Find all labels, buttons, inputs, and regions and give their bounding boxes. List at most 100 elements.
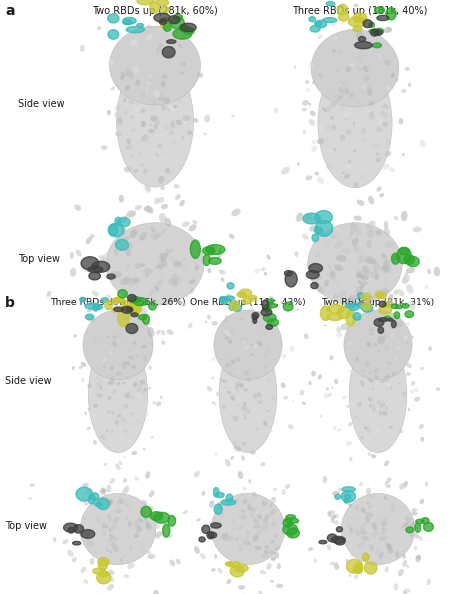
Ellipse shape: [102, 567, 106, 572]
Ellipse shape: [211, 244, 217, 252]
Ellipse shape: [110, 87, 115, 90]
Ellipse shape: [368, 405, 371, 407]
Ellipse shape: [268, 296, 274, 305]
Ellipse shape: [376, 152, 379, 156]
Ellipse shape: [270, 498, 277, 503]
Ellipse shape: [311, 371, 316, 377]
Ellipse shape: [87, 309, 91, 312]
Ellipse shape: [82, 530, 91, 536]
Ellipse shape: [126, 210, 136, 218]
Polygon shape: [365, 562, 377, 574]
Polygon shape: [363, 20, 373, 28]
Ellipse shape: [374, 549, 380, 554]
Ellipse shape: [334, 241, 342, 249]
Ellipse shape: [239, 383, 244, 387]
Ellipse shape: [255, 546, 262, 551]
Ellipse shape: [356, 273, 365, 278]
Polygon shape: [81, 257, 99, 270]
Ellipse shape: [167, 329, 174, 335]
Polygon shape: [95, 503, 102, 506]
Ellipse shape: [385, 406, 388, 410]
Polygon shape: [341, 491, 356, 502]
Polygon shape: [107, 274, 115, 279]
Ellipse shape: [384, 481, 389, 485]
Ellipse shape: [365, 516, 370, 523]
Ellipse shape: [256, 367, 260, 371]
Polygon shape: [159, 19, 166, 24]
Ellipse shape: [113, 517, 120, 523]
Ellipse shape: [371, 115, 375, 119]
Ellipse shape: [364, 426, 368, 429]
Ellipse shape: [381, 296, 385, 301]
Polygon shape: [328, 314, 343, 320]
Ellipse shape: [264, 272, 267, 276]
Ellipse shape: [192, 256, 198, 264]
Ellipse shape: [130, 374, 134, 378]
Text: Top view: Top view: [18, 254, 60, 264]
Ellipse shape: [340, 240, 345, 243]
Ellipse shape: [63, 539, 69, 544]
Polygon shape: [303, 213, 320, 224]
Ellipse shape: [349, 312, 354, 317]
Ellipse shape: [356, 270, 362, 279]
Ellipse shape: [389, 426, 393, 429]
Polygon shape: [326, 2, 335, 6]
Ellipse shape: [308, 223, 402, 305]
Polygon shape: [138, 315, 146, 320]
Ellipse shape: [241, 514, 247, 519]
Ellipse shape: [115, 105, 121, 110]
Ellipse shape: [244, 388, 247, 391]
Ellipse shape: [328, 510, 335, 515]
Polygon shape: [167, 40, 176, 43]
Ellipse shape: [401, 525, 404, 530]
Ellipse shape: [345, 118, 347, 121]
Ellipse shape: [405, 67, 410, 71]
Ellipse shape: [348, 92, 355, 97]
Ellipse shape: [161, 81, 166, 87]
Ellipse shape: [261, 267, 265, 271]
Ellipse shape: [121, 227, 126, 235]
Polygon shape: [114, 297, 124, 302]
Polygon shape: [137, 0, 154, 5]
Polygon shape: [357, 302, 364, 308]
Ellipse shape: [182, 222, 190, 227]
Ellipse shape: [263, 500, 266, 505]
Ellipse shape: [402, 274, 410, 285]
Ellipse shape: [125, 248, 131, 257]
Ellipse shape: [216, 391, 220, 396]
Ellipse shape: [232, 441, 237, 446]
Ellipse shape: [143, 268, 153, 274]
Polygon shape: [374, 319, 384, 326]
Ellipse shape: [179, 200, 185, 207]
Ellipse shape: [263, 421, 267, 426]
Ellipse shape: [181, 62, 186, 66]
Ellipse shape: [167, 47, 170, 51]
Ellipse shape: [375, 230, 382, 235]
Ellipse shape: [342, 170, 347, 174]
Ellipse shape: [350, 294, 359, 301]
Ellipse shape: [230, 383, 234, 386]
Polygon shape: [346, 310, 355, 326]
Ellipse shape: [230, 304, 233, 307]
Ellipse shape: [328, 511, 332, 517]
Polygon shape: [160, 17, 171, 29]
Polygon shape: [267, 319, 279, 326]
Ellipse shape: [384, 345, 390, 350]
Ellipse shape: [228, 351, 231, 355]
Ellipse shape: [385, 362, 388, 367]
Ellipse shape: [239, 384, 243, 387]
Polygon shape: [375, 29, 383, 34]
Ellipse shape: [131, 321, 133, 324]
Polygon shape: [108, 30, 119, 39]
Ellipse shape: [365, 257, 369, 263]
Polygon shape: [126, 308, 132, 312]
Ellipse shape: [392, 255, 397, 261]
Ellipse shape: [354, 4, 359, 7]
Ellipse shape: [380, 518, 387, 523]
Ellipse shape: [86, 534, 90, 537]
Ellipse shape: [392, 371, 396, 377]
Ellipse shape: [256, 525, 262, 528]
Ellipse shape: [131, 412, 134, 416]
Ellipse shape: [112, 388, 117, 395]
Ellipse shape: [182, 115, 191, 121]
